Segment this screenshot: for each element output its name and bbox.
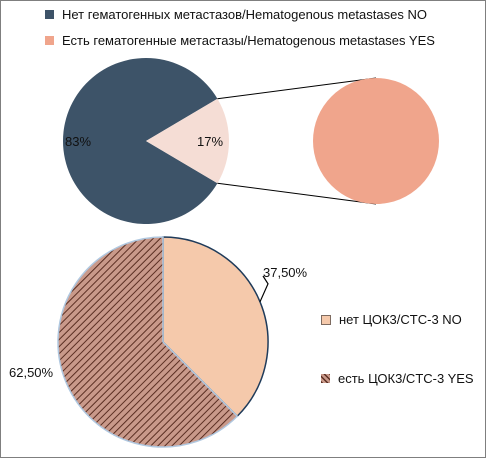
- data-label-62-50: 62,50%: [9, 365, 54, 380]
- legend-swatch: [321, 374, 330, 383]
- legend-label: Есть гематогенные метастазы/Hematogenous…: [62, 33, 435, 48]
- legend-item-ctc-yes: есть ЦОК3/CTC-3 YES: [321, 371, 474, 386]
- connector-line-top: [217, 77, 377, 100]
- data-label-83: 83%: [65, 134, 92, 149]
- legend-label: есть ЦОК3/CTC-3 YES: [338, 371, 474, 386]
- leader-line: [259, 275, 269, 303]
- pie1-exploded-slice: [313, 78, 439, 204]
- data-label-17: 17%: [197, 134, 224, 149]
- data-label-37-50: 37,50%: [263, 265, 308, 280]
- legend-label: Нет гематогенных метастазов/Hematogenous…: [62, 7, 427, 22]
- pie1-slice-no: [62, 57, 218, 224]
- connector-line-bottom: [217, 182, 377, 205]
- legend-item-metastases: Есть гематогенные метастазы/Hematogenous…: [45, 33, 435, 48]
- pie2-slice-yes: [57, 236, 239, 448]
- legend-label: нет ЦОК3/CTC-3 NO: [339, 312, 462, 327]
- legend-swatch: [45, 36, 54, 45]
- legend-swatch: [321, 314, 331, 325]
- legend-swatch: [45, 10, 54, 19]
- legend-item-no-metastases: Нет гематогенных метастазов/Hematogenous…: [45, 7, 427, 22]
- legend-item-ctc-no: нет ЦОК3/CTC-3 NO: [321, 312, 462, 327]
- pie1-slice-yes: [146, 98, 229, 184]
- pie2-slice-no: [162, 236, 269, 418]
